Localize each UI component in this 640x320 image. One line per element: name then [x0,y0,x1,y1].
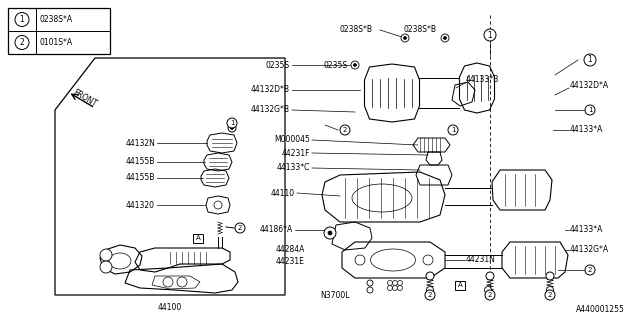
Circle shape [584,54,596,66]
Circle shape [547,286,554,293]
Circle shape [177,277,187,287]
Text: 44155B: 44155B [125,157,155,166]
Text: 2: 2 [588,267,592,273]
Text: FRONT: FRONT [72,88,99,108]
Text: 2: 2 [20,38,24,47]
Text: 0238S*A: 0238S*A [40,15,73,24]
Circle shape [448,125,458,135]
Text: N3700L: N3700L [320,291,349,300]
Text: 1: 1 [588,55,593,65]
Text: 44186*A: 44186*A [260,226,293,235]
Circle shape [351,61,359,69]
Circle shape [100,261,112,273]
Circle shape [15,12,29,27]
Circle shape [235,223,245,233]
Text: 1: 1 [451,127,455,133]
Text: 1: 1 [230,120,234,126]
Circle shape [227,118,237,128]
Text: 44133*B: 44133*B [466,76,499,84]
Text: 2: 2 [488,292,492,298]
Text: 44231N: 44231N [466,255,496,265]
Circle shape [585,105,595,115]
Text: 44132N: 44132N [125,139,155,148]
Text: A: A [196,235,200,241]
Circle shape [401,34,409,42]
Circle shape [355,255,365,265]
Circle shape [585,265,595,275]
Text: 1: 1 [488,30,492,39]
Text: 44284A: 44284A [276,245,305,254]
Circle shape [546,272,554,280]
Text: M000045: M000045 [274,135,310,145]
Text: 2: 2 [548,292,552,298]
Text: 44132D*A: 44132D*A [570,81,609,90]
Circle shape [484,29,496,41]
Circle shape [484,286,492,293]
Circle shape [485,290,495,300]
Circle shape [340,125,350,135]
Circle shape [387,285,392,291]
Text: 0235S: 0235S [324,60,348,69]
Text: 2: 2 [428,292,432,298]
Circle shape [423,255,433,265]
Circle shape [230,126,234,130]
Text: 44110: 44110 [271,188,295,197]
Text: 1: 1 [588,107,592,113]
Circle shape [426,272,434,280]
Text: 2: 2 [343,127,347,133]
Circle shape [324,227,336,239]
Text: 44231F: 44231F [282,148,310,157]
Text: 44133*A: 44133*A [570,125,604,134]
Circle shape [328,231,332,235]
Text: 0101S*A: 0101S*A [40,38,73,47]
Circle shape [367,280,373,286]
Bar [455,281,465,290]
Text: 44133*A: 44133*A [570,226,604,235]
Text: 0238S*B: 0238S*B [340,26,373,35]
Circle shape [392,281,397,285]
Circle shape [403,36,406,39]
Bar [193,234,203,243]
Text: 44100: 44100 [158,303,182,313]
Circle shape [100,249,112,261]
Circle shape [444,36,447,39]
Circle shape [397,285,403,291]
Text: 44231E: 44231E [276,258,305,267]
Circle shape [392,285,397,291]
Circle shape [214,201,222,209]
Text: 44155B: 44155B [125,173,155,182]
Circle shape [545,290,555,300]
Text: A: A [458,282,462,288]
Text: 0238S*B: 0238S*B [403,26,436,35]
Circle shape [387,281,392,285]
Text: 44132D*B: 44132D*B [251,85,290,94]
Circle shape [163,277,173,287]
Circle shape [425,290,435,300]
Text: 0235S: 0235S [266,60,290,69]
Text: 2: 2 [238,225,242,231]
Text: 441320: 441320 [126,201,155,210]
Circle shape [486,272,494,280]
Text: 44133*C: 44133*C [276,164,310,172]
Text: 1: 1 [20,15,24,24]
Circle shape [367,287,373,293]
Text: 44132G*A: 44132G*A [570,245,609,254]
Circle shape [15,36,29,50]
Circle shape [353,63,356,67]
Circle shape [228,124,236,132]
Circle shape [426,286,433,293]
Circle shape [397,281,403,285]
Circle shape [441,34,449,42]
Text: 44132G*B: 44132G*B [251,106,290,115]
Bar [8,8,110,54]
Text: A440001255: A440001255 [576,306,625,315]
